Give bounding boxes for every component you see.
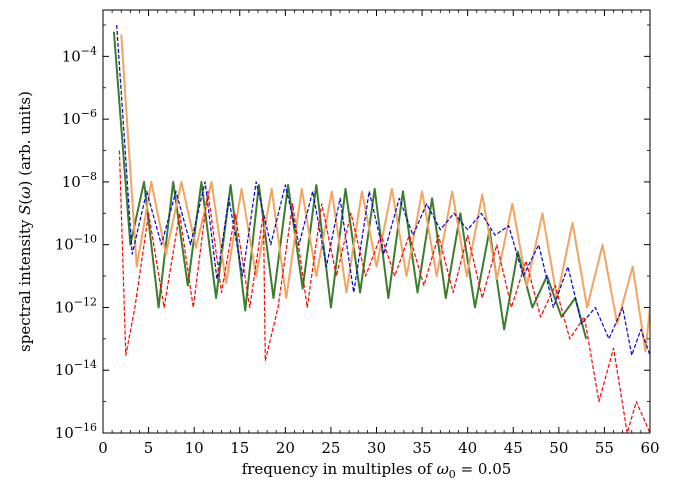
y-axis-label-arg: ω [16, 186, 34, 198]
y-axis-label-suffix: (arb. units) [16, 91, 34, 181]
x-tick-label: 25 [321, 439, 340, 457]
series-line-3 [116, 24, 650, 356]
x-axis-label-symbol: ω [437, 460, 449, 478]
x-axis-label-prefix: frequency in multiples of [242, 460, 437, 478]
x-tick-label: 0 [98, 439, 108, 457]
x-tick-label: 20 [276, 439, 295, 457]
x-axis-label: frequency in multiples of ω0 = 0.05 [242, 460, 512, 481]
ticks-layer: 0 5 10 15 20 25 30 35 40 45 50 55 60 10−16 10−14 10−12 1… [55, 10, 660, 457]
y-tick-label: 10−4 [62, 44, 97, 65]
y-tick-label: 10−6 [62, 107, 97, 128]
x-tick-label: 15 [230, 439, 249, 457]
x-tick-label: 55 [595, 439, 614, 457]
y-tick-label: 10−10 [55, 233, 97, 254]
y-axis-label-prefix: spectral intensity [16, 215, 34, 352]
series-line-1 [112, 31, 588, 340]
series-line-4 [118, 150, 650, 433]
y-axis-label-open-paren: ( [16, 199, 34, 205]
y-tick-label: 10−14 [55, 358, 97, 379]
x-tick-label: 30 [367, 439, 386, 457]
y-tick-label: 10−8 [62, 170, 97, 191]
y-axis-label-symbol: S [16, 205, 34, 215]
x-axis-label-suffix: = 0.05 [456, 460, 512, 478]
y-tick-label: 10−16 [55, 421, 97, 442]
x-tick-label: 35 [413, 439, 432, 457]
x-tick-label: 10 [185, 439, 204, 457]
x-tick-label: 60 [640, 439, 659, 457]
x-tick-label: 45 [504, 439, 523, 457]
x-tick-label: 50 [549, 439, 568, 457]
y-axis-label: spectral intensity S(ω) (arb. units) [16, 91, 34, 352]
x-tick-label: 5 [144, 439, 154, 457]
y-tick-label: 10−12 [55, 295, 97, 316]
series-line-2 [120, 34, 650, 353]
series-layer [112, 24, 650, 433]
x-axis-label-subscript: 0 [449, 468, 456, 481]
x-tick-label: 40 [458, 439, 477, 457]
y-axis-label-close-paren: ) [16, 181, 34, 187]
